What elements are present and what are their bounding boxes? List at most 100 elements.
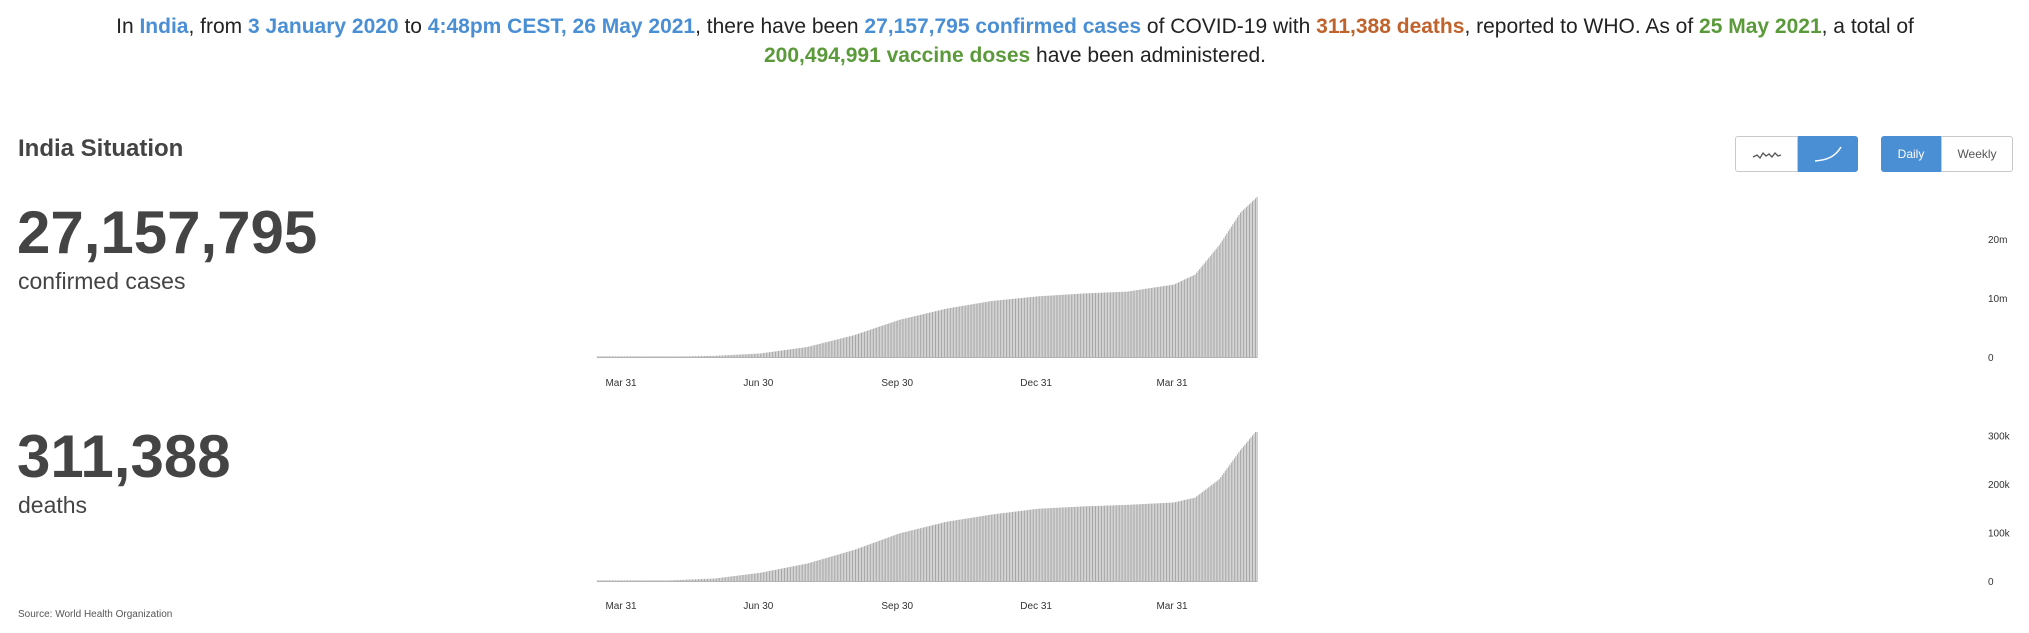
deaths-bar xyxy=(1126,504,1128,581)
cases-bar xyxy=(919,314,921,357)
cases-bar xyxy=(627,356,629,357)
cases-bar xyxy=(951,307,953,357)
cases-bar xyxy=(1255,198,1257,357)
deaths-bar xyxy=(734,576,736,581)
cases-bar xyxy=(959,306,961,357)
cases-bar xyxy=(1120,291,1122,357)
cases-bar xyxy=(657,356,659,357)
cases-bar xyxy=(765,352,767,357)
deaths-bar xyxy=(791,566,793,581)
deaths-bar xyxy=(827,557,829,581)
cases-bar xyxy=(734,354,736,357)
cases-bar xyxy=(856,334,858,357)
cases-x-tick-label: Jun 30 xyxy=(743,378,773,389)
cases-bar xyxy=(1188,277,1190,357)
cases-bar xyxy=(867,330,869,357)
deaths-bar xyxy=(942,522,944,581)
cases-bar xyxy=(845,337,847,357)
cases-bar xyxy=(1045,295,1047,357)
deaths-bar xyxy=(1104,505,1106,581)
deaths-y-tick-label: 200k xyxy=(1988,480,2011,491)
linear-scale-button[interactable] xyxy=(1735,136,1798,172)
cases-bar xyxy=(708,355,710,357)
deaths-bar xyxy=(992,514,994,581)
cases-bar xyxy=(1152,287,1154,357)
deaths-bar xyxy=(773,570,775,581)
cumulative-scale-button[interactable] xyxy=(1798,136,1858,172)
cases-bar xyxy=(1005,299,1007,357)
cases-bar xyxy=(1191,275,1193,357)
cases-bar xyxy=(633,356,635,357)
cases-bar xyxy=(673,356,675,357)
deaths-bar xyxy=(1217,480,1219,581)
deaths-bar xyxy=(637,580,639,581)
deaths-bar xyxy=(861,547,863,581)
cases-bar xyxy=(667,356,669,357)
deaths-bar xyxy=(705,578,707,581)
deaths-bar xyxy=(832,556,834,581)
daily-button[interactable]: Daily xyxy=(1881,136,1941,172)
deaths-bar xyxy=(1096,505,1098,581)
deaths-bar xyxy=(672,580,674,581)
cases-bar xyxy=(1167,285,1169,357)
deaths-bar xyxy=(1152,503,1154,581)
cases-bar xyxy=(891,322,893,357)
cases-bar xyxy=(716,355,718,357)
cases-bar xyxy=(666,356,668,357)
cases-bar xyxy=(1073,294,1075,357)
cases-x-tick-label: Mar 31 xyxy=(1156,378,1188,389)
cases-bar xyxy=(1223,238,1225,357)
deaths-bar xyxy=(785,567,787,581)
cases-bar xyxy=(670,356,672,357)
source-note: Source: World Health Organization xyxy=(18,609,173,620)
deaths-bar xyxy=(784,568,786,581)
deaths-bar xyxy=(919,528,921,581)
cases-bar xyxy=(1084,293,1086,357)
cases-bar xyxy=(790,349,792,357)
deaths-bar xyxy=(1011,511,1013,581)
deaths-bar xyxy=(1055,507,1057,581)
cases-bar xyxy=(1061,294,1063,357)
deaths-bar xyxy=(1205,489,1207,581)
deaths-bar xyxy=(1134,504,1136,581)
deaths-bar xyxy=(793,566,795,581)
cases-bar xyxy=(1218,245,1220,357)
cases-bar xyxy=(764,352,766,357)
cases-bar xyxy=(649,356,651,357)
deaths-bar xyxy=(1220,477,1222,581)
cases-bar xyxy=(886,323,888,357)
deaths-bar xyxy=(851,550,853,581)
deaths-bar xyxy=(1232,460,1234,581)
cases-bar xyxy=(1004,299,1006,357)
deaths-bar xyxy=(767,571,769,581)
deaths-bar xyxy=(1087,506,1089,581)
cases-bar xyxy=(993,300,995,357)
deaths-x-tick-label: Mar 31 xyxy=(605,601,637,612)
deaths-bar xyxy=(930,525,932,581)
deaths-bar xyxy=(634,580,636,581)
deaths-bar xyxy=(652,580,654,581)
cases-bar xyxy=(599,356,601,357)
deaths-bar xyxy=(781,568,783,581)
cases-bar xyxy=(1095,292,1097,357)
cases-bar xyxy=(957,306,959,357)
cases-bar xyxy=(704,356,706,357)
deaths-bar xyxy=(691,579,693,581)
cases-bar xyxy=(1161,286,1163,357)
deaths-summary: 311,388 deaths xyxy=(1316,15,1465,38)
deaths-bar xyxy=(921,527,923,581)
cases-bar xyxy=(759,353,761,357)
deaths-bar xyxy=(1185,499,1187,581)
cases-bar xyxy=(776,351,778,357)
deaths-bar xyxy=(1131,504,1133,581)
deaths-bar xyxy=(1073,506,1075,581)
deaths-bar xyxy=(607,580,609,581)
deaths-bar xyxy=(1248,439,1250,581)
deaths-bar xyxy=(944,522,946,581)
deaths-bar xyxy=(983,515,985,581)
deaths-bar xyxy=(838,554,840,581)
deaths-bar xyxy=(599,580,601,581)
deaths-bar xyxy=(1199,494,1201,581)
weekly-button[interactable]: Weekly xyxy=(1941,136,2013,172)
cases-bar xyxy=(1184,279,1186,357)
